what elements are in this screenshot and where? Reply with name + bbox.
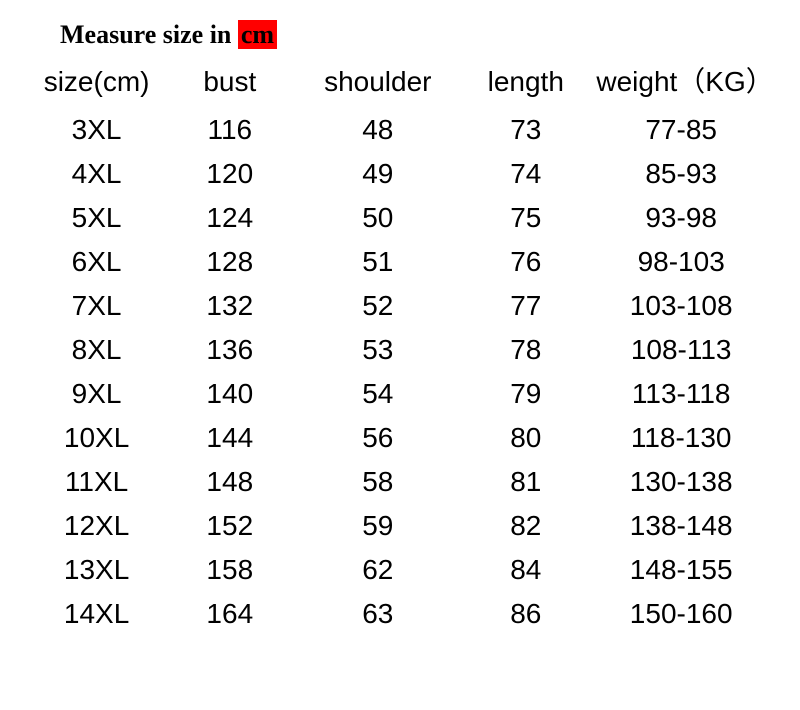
cell-shoulder: 50: [296, 196, 459, 240]
cell-size: 4XL: [30, 152, 163, 196]
table-row: 4XL120497485-93: [30, 152, 770, 196]
cell-shoulder: 54: [296, 372, 459, 416]
cell-bust: 164: [163, 592, 296, 636]
cell-weight: 77-85: [592, 108, 770, 152]
cell-bust: 158: [163, 548, 296, 592]
cell-length: 75: [459, 196, 592, 240]
cell-length: 82: [459, 504, 592, 548]
table-row: 11XL1485881130-138: [30, 460, 770, 504]
cell-size: 10XL: [30, 416, 163, 460]
cell-length: 79: [459, 372, 592, 416]
table-row: 12XL1525982138-148: [30, 504, 770, 548]
cell-length: 77: [459, 284, 592, 328]
table-header-row: size(cm) bust shoulder length weight（KG）: [30, 60, 770, 108]
cell-shoulder: 51: [296, 240, 459, 284]
cell-bust: 124: [163, 196, 296, 240]
cell-size: 8XL: [30, 328, 163, 372]
cell-length: 73: [459, 108, 592, 152]
cell-length: 78: [459, 328, 592, 372]
size-table-container: size(cm) bust shoulder length weight（KG）…: [0, 60, 800, 636]
cell-bust: 132: [163, 284, 296, 328]
cell-weight: 113-118: [592, 372, 770, 416]
table-row: 8XL1365378108-113: [30, 328, 770, 372]
cell-weight: 108-113: [592, 328, 770, 372]
cell-shoulder: 49: [296, 152, 459, 196]
table-row: 5XL124507593-98: [30, 196, 770, 240]
table-body: 3XL116487377-854XL120497485-935XL1245075…: [30, 108, 770, 636]
table-row: 6XL128517698-103: [30, 240, 770, 284]
cell-weight: 98-103: [592, 240, 770, 284]
cell-shoulder: 56: [296, 416, 459, 460]
cell-shoulder: 48: [296, 108, 459, 152]
size-table: size(cm) bust shoulder length weight（KG）…: [30, 60, 770, 636]
table-row: 13XL1586284148-155: [30, 548, 770, 592]
cell-length: 84: [459, 548, 592, 592]
cell-bust: 128: [163, 240, 296, 284]
table-row: 10XL1445680118-130: [30, 416, 770, 460]
table-row: 14XL1646386150-160: [30, 592, 770, 636]
cell-shoulder: 63: [296, 592, 459, 636]
cell-weight: 85-93: [592, 152, 770, 196]
table-row: 9XL1405479113-118: [30, 372, 770, 416]
cell-weight: 103-108: [592, 284, 770, 328]
cell-shoulder: 53: [296, 328, 459, 372]
cell-length: 86: [459, 592, 592, 636]
cell-size: 3XL: [30, 108, 163, 152]
cell-length: 74: [459, 152, 592, 196]
cell-weight: 118-130: [592, 416, 770, 460]
header-bust: bust: [163, 60, 296, 108]
title-highlight: cm: [238, 20, 277, 49]
title-row: Measure size in cm: [0, 20, 800, 50]
cell-weight: 130-138: [592, 460, 770, 504]
cell-size: 7XL: [30, 284, 163, 328]
header-length: length: [459, 60, 592, 108]
cell-size: 11XL: [30, 460, 163, 504]
header-weight: weight（KG）: [592, 60, 770, 108]
cell-bust: 120: [163, 152, 296, 196]
cell-size: 12XL: [30, 504, 163, 548]
header-size: size(cm): [30, 60, 163, 108]
cell-shoulder: 58: [296, 460, 459, 504]
cell-size: 5XL: [30, 196, 163, 240]
cell-bust: 148: [163, 460, 296, 504]
title-prefix: Measure size in: [60, 20, 238, 49]
cell-bust: 144: [163, 416, 296, 460]
cell-weight: 150-160: [592, 592, 770, 636]
cell-bust: 116: [163, 108, 296, 152]
cell-bust: 136: [163, 328, 296, 372]
cell-shoulder: 62: [296, 548, 459, 592]
cell-weight: 148-155: [592, 548, 770, 592]
cell-weight: 138-148: [592, 504, 770, 548]
table-row: 3XL116487377-85: [30, 108, 770, 152]
cell-bust: 152: [163, 504, 296, 548]
cell-shoulder: 52: [296, 284, 459, 328]
cell-length: 80: [459, 416, 592, 460]
cell-size: 6XL: [30, 240, 163, 284]
header-shoulder: shoulder: [296, 60, 459, 108]
cell-bust: 140: [163, 372, 296, 416]
cell-size: 9XL: [30, 372, 163, 416]
table-row: 7XL1325277103-108: [30, 284, 770, 328]
cell-length: 81: [459, 460, 592, 504]
cell-size: 13XL: [30, 548, 163, 592]
cell-length: 76: [459, 240, 592, 284]
cell-weight: 93-98: [592, 196, 770, 240]
cell-size: 14XL: [30, 592, 163, 636]
cell-shoulder: 59: [296, 504, 459, 548]
